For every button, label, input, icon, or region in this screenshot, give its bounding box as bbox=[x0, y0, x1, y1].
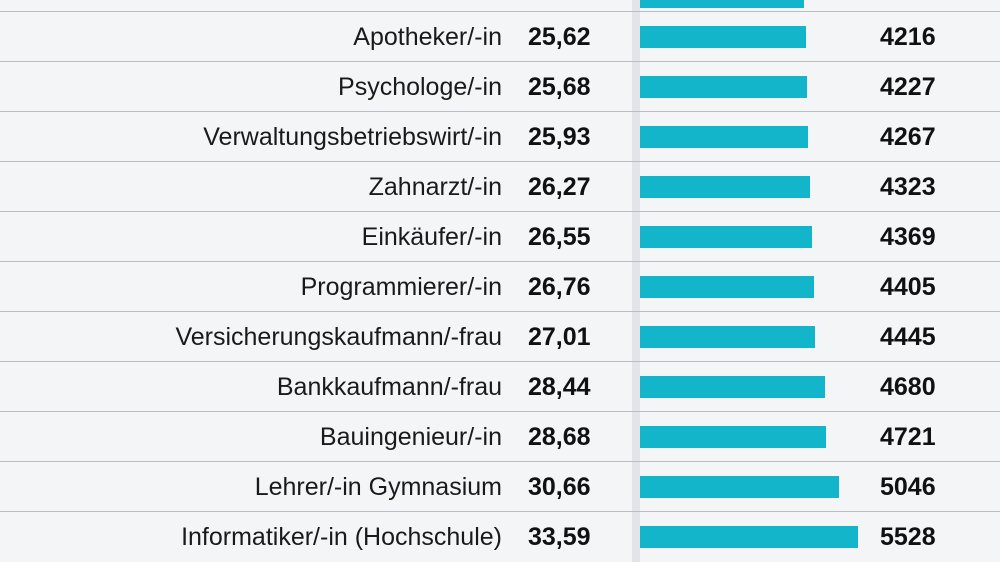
row-separator bbox=[0, 210, 1000, 212]
bar bbox=[640, 526, 858, 548]
bar bbox=[640, 176, 810, 198]
bar-partial bbox=[640, 0, 804, 8]
hourly-rate-value: 25,93 bbox=[528, 123, 591, 151]
row-separator bbox=[0, 410, 1000, 412]
category-label: Apotheker/-in bbox=[353, 23, 502, 51]
category-label: Zahnarzt/-in bbox=[368, 173, 502, 201]
hourly-rate-value: 33,59 bbox=[528, 523, 591, 551]
category-label: Bauingenieur/-in bbox=[319, 423, 502, 451]
row-separator bbox=[0, 360, 1000, 362]
row-separator bbox=[0, 160, 1000, 162]
hourly-rate-value: 26,55 bbox=[528, 223, 591, 251]
row-separator bbox=[0, 260, 1000, 262]
bar bbox=[640, 126, 808, 148]
table-row: Programmierer/-in 26,76 4405 bbox=[0, 262, 1000, 312]
category-label: Bankkaufmann/-frau bbox=[276, 373, 502, 401]
row-separator bbox=[0, 460, 1000, 462]
category-label: Psychologe/-in bbox=[338, 73, 502, 101]
bar bbox=[640, 26, 806, 48]
row-separator bbox=[0, 510, 1000, 512]
category-label: Verwaltungsbetriebswirt/-in bbox=[203, 123, 502, 151]
table-row: Lehrer/-in Gymnasium 30,66 5046 bbox=[0, 462, 1000, 512]
bar bbox=[640, 376, 825, 398]
table-row: Apotheker/-in 25,62 4216 bbox=[0, 12, 1000, 62]
table-row: Informatiker/-in (Hochschule) 33,59 5528 bbox=[0, 512, 1000, 562]
bar bbox=[640, 326, 815, 348]
monthly-income-value: 4445 bbox=[880, 323, 936, 351]
monthly-income-value: 4680 bbox=[880, 373, 936, 401]
table-row: Einkäufer/-in 26,55 4369 bbox=[0, 212, 1000, 262]
bar-column-divider bbox=[632, 0, 640, 562]
table-row: Verwaltungsbetriebswirt/-in 25,93 4267 bbox=[0, 112, 1000, 162]
bar bbox=[640, 226, 812, 248]
table-row: Versicherungskaufmann/-frau 27,01 4445 bbox=[0, 312, 1000, 362]
category-label: Versicherungskaufmann/-frau bbox=[175, 323, 502, 351]
table-row: Zahnarzt/-in 26,27 4323 bbox=[0, 162, 1000, 212]
hourly-rate-value: 30,66 bbox=[528, 473, 591, 501]
hourly-rate-value: 25,62 bbox=[528, 23, 591, 51]
monthly-income-value: 5528 bbox=[880, 523, 936, 551]
bar bbox=[640, 276, 814, 298]
monthly-income-value: 4405 bbox=[880, 273, 936, 301]
bar bbox=[640, 76, 807, 98]
row-separator bbox=[0, 310, 1000, 312]
table-row: Psychologe/-in 25,68 4227 bbox=[0, 62, 1000, 112]
hourly-rate-value: 26,27 bbox=[528, 173, 591, 201]
table-row-partial bbox=[0, 0, 1000, 12]
bar bbox=[640, 426, 826, 448]
hourly-rate-value: 26,76 bbox=[528, 273, 591, 301]
monthly-income-value: 5046 bbox=[880, 473, 936, 501]
row-separator bbox=[0, 10, 1000, 12]
monthly-income-value: 4227 bbox=[880, 73, 936, 101]
row-separator bbox=[0, 60, 1000, 62]
category-label: Lehrer/-in Gymnasium bbox=[254, 473, 502, 501]
monthly-income-value: 4216 bbox=[880, 23, 936, 51]
hourly-rate-value: 28,44 bbox=[528, 373, 591, 401]
category-label: Einkäufer/-in bbox=[361, 223, 502, 251]
monthly-income-value: 4323 bbox=[880, 173, 936, 201]
monthly-income-value: 4369 bbox=[880, 223, 936, 251]
category-label: Programmierer/-in bbox=[300, 273, 502, 301]
bar bbox=[640, 476, 839, 498]
table-row: Bauingenieur/-in 28,68 4721 bbox=[0, 412, 1000, 462]
monthly-income-value: 4721 bbox=[880, 423, 936, 451]
hourly-rate-value: 27,01 bbox=[528, 323, 591, 351]
hourly-rate-value: 28,68 bbox=[528, 423, 591, 451]
category-label: Informatiker/-in (Hochschule) bbox=[181, 523, 502, 551]
table-row: Bankkaufmann/-frau 28,44 4680 bbox=[0, 362, 1000, 412]
row-separator bbox=[0, 110, 1000, 112]
hourly-rate-value: 25,68 bbox=[528, 73, 591, 101]
monthly-income-value: 4267 bbox=[880, 123, 936, 151]
